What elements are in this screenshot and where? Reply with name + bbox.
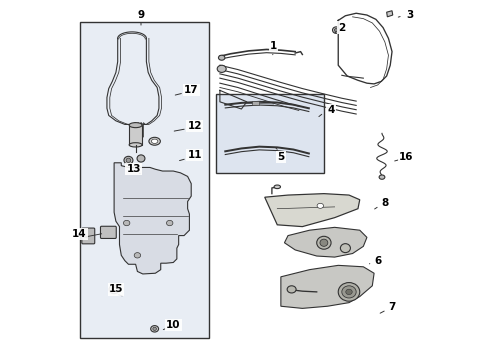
Ellipse shape <box>149 137 160 145</box>
Ellipse shape <box>333 27 340 33</box>
Text: 10: 10 <box>166 320 180 330</box>
Text: 9: 9 <box>137 10 145 20</box>
Text: 16: 16 <box>399 152 414 162</box>
Ellipse shape <box>338 283 360 301</box>
Ellipse shape <box>134 253 141 258</box>
Ellipse shape <box>129 123 142 128</box>
Ellipse shape <box>217 65 226 72</box>
Ellipse shape <box>126 158 131 162</box>
Ellipse shape <box>334 28 338 32</box>
Text: 4: 4 <box>327 105 335 115</box>
Polygon shape <box>285 227 367 257</box>
Ellipse shape <box>109 285 119 294</box>
Polygon shape <box>387 11 393 17</box>
Ellipse shape <box>346 289 352 294</box>
Ellipse shape <box>151 139 158 143</box>
Ellipse shape <box>341 244 350 253</box>
Ellipse shape <box>124 156 133 164</box>
Text: 17: 17 <box>184 85 198 95</box>
Ellipse shape <box>129 143 142 147</box>
Text: 15: 15 <box>109 284 123 294</box>
Text: 6: 6 <box>374 256 381 266</box>
Ellipse shape <box>137 155 145 162</box>
Ellipse shape <box>153 327 156 330</box>
Ellipse shape <box>287 286 296 293</box>
Polygon shape <box>281 265 374 309</box>
Bar <box>252 101 259 105</box>
Ellipse shape <box>342 286 356 298</box>
Text: 2: 2 <box>338 23 345 33</box>
FancyBboxPatch shape <box>100 226 116 238</box>
Ellipse shape <box>151 325 159 332</box>
Ellipse shape <box>320 239 328 246</box>
Ellipse shape <box>379 175 385 179</box>
Text: 7: 7 <box>389 302 396 312</box>
Ellipse shape <box>111 287 117 292</box>
Text: 11: 11 <box>188 150 202 160</box>
Text: 12: 12 <box>188 121 202 131</box>
Ellipse shape <box>123 220 130 226</box>
Bar <box>80 22 209 338</box>
Bar <box>129 125 142 145</box>
Polygon shape <box>114 163 191 274</box>
Ellipse shape <box>274 185 280 189</box>
Bar <box>216 94 324 173</box>
Ellipse shape <box>219 55 225 60</box>
FancyBboxPatch shape <box>82 228 95 244</box>
Text: 3: 3 <box>406 10 414 20</box>
Text: 14: 14 <box>72 229 87 239</box>
Text: 13: 13 <box>126 164 141 174</box>
Text: 5: 5 <box>277 152 285 162</box>
Polygon shape <box>265 194 360 226</box>
Ellipse shape <box>317 236 331 249</box>
Text: 1: 1 <box>270 41 277 50</box>
Ellipse shape <box>167 220 173 226</box>
Text: 8: 8 <box>381 198 389 208</box>
Ellipse shape <box>317 203 323 208</box>
